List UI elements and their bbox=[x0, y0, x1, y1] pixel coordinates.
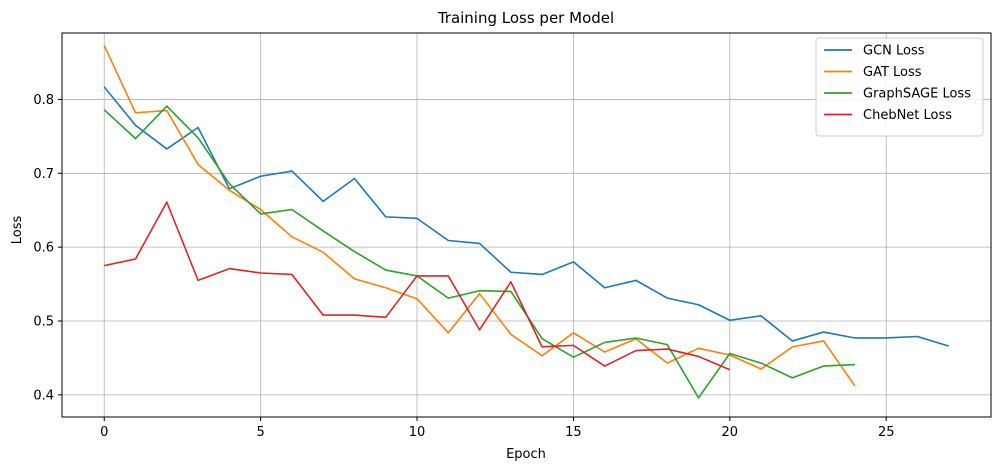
x-tick-label: 5 bbox=[256, 425, 264, 440]
y-tick-label: 0.8 bbox=[33, 93, 54, 108]
legend-label: GraphSAGE Loss bbox=[863, 87, 971, 102]
legend-label: GAT Loss bbox=[863, 65, 922, 80]
x-tick-label: 15 bbox=[565, 425, 582, 440]
y-axis-label: Loss bbox=[10, 216, 25, 245]
y-tick-label: 0.7 bbox=[33, 167, 54, 182]
plot-frame bbox=[61, 32, 992, 418]
x-tick-label: 10 bbox=[409, 425, 426, 440]
legend-label: ChebNet Loss bbox=[863, 108, 952, 123]
tick-labels: 0 5 10 15 20 25 0.4 0.5 0.6 0.7 0.8 bbox=[33, 93, 894, 440]
series-line-graphsage-loss bbox=[103, 105, 855, 399]
y-tick-label: 0.6 bbox=[33, 241, 54, 256]
series-line-gat-loss bbox=[103, 45, 856, 387]
axes bbox=[61, 32, 992, 418]
y-tick-label: 0.5 bbox=[33, 315, 54, 330]
chart-title: Training Loss per Model bbox=[437, 9, 614, 27]
legend-box bbox=[815, 37, 984, 137]
legend: GCN Loss GAT Loss GraphSAGE Loss ChebNet Lo… bbox=[815, 37, 984, 137]
series-line-chebnet-loss bbox=[104, 201, 731, 371]
plot-series bbox=[103, 45, 950, 399]
series-line-gcn-loss bbox=[103, 86, 950, 347]
x-axis-label: Epoch bbox=[506, 447, 546, 462]
y-tick-label: 0.4 bbox=[33, 388, 54, 403]
legend-label: GCN Loss bbox=[863, 44, 925, 59]
x-tick-label: 0 bbox=[100, 425, 108, 440]
x-tick-label: 20 bbox=[722, 425, 739, 440]
x-tick-label: 25 bbox=[878, 425, 895, 440]
